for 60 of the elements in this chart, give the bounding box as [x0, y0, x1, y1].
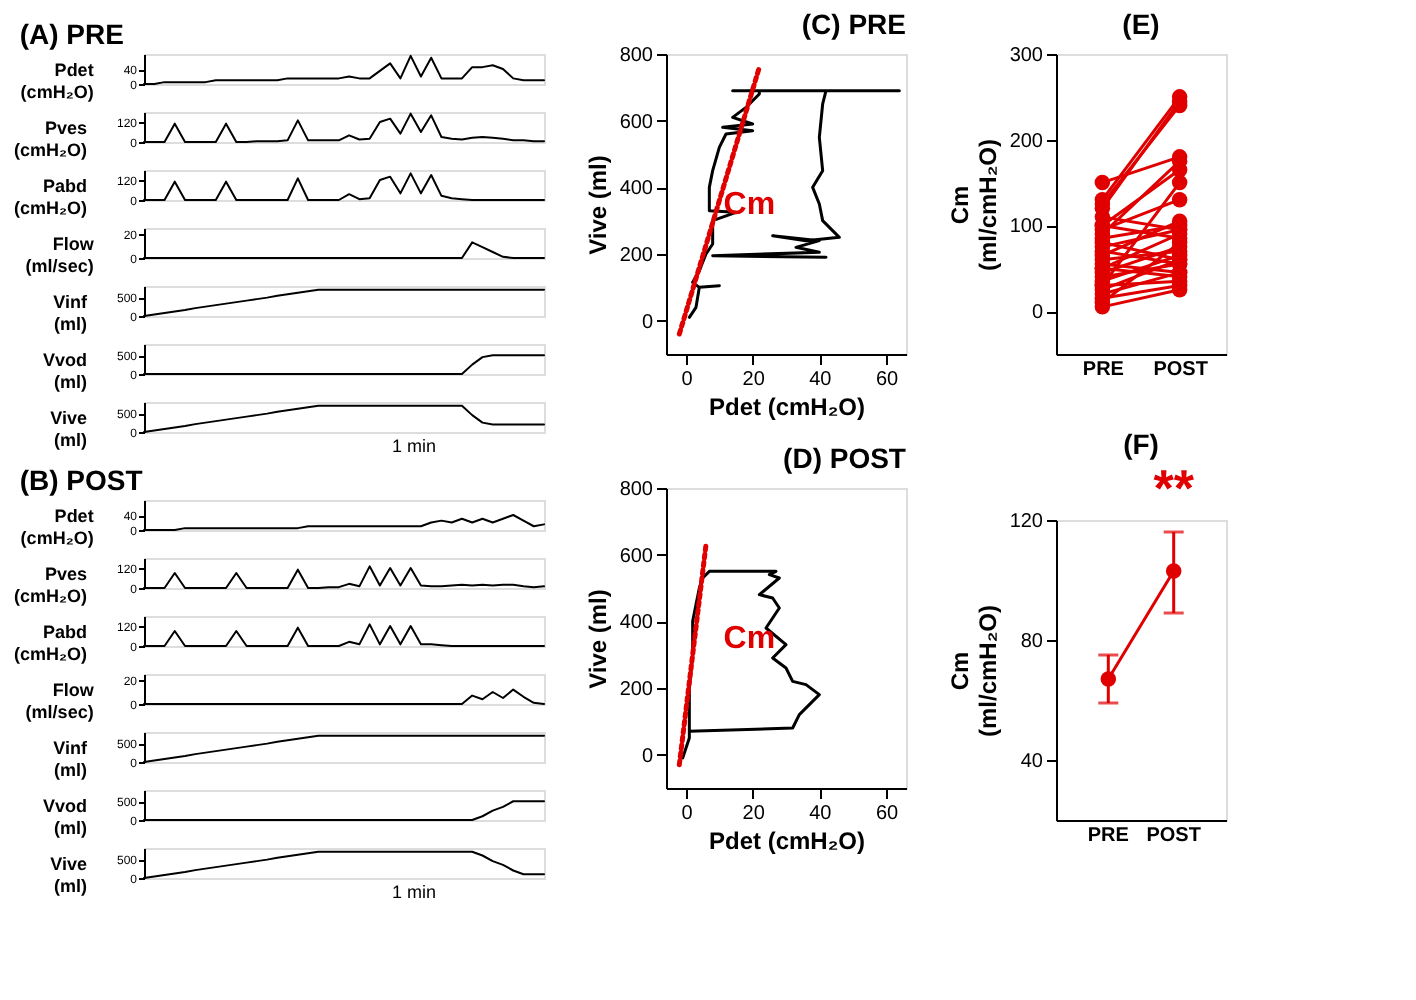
y-axis-title: Vive (ml) [583, 589, 612, 689]
y-axis-title: Cm (ml/cmH₂O) [945, 604, 1002, 738]
y-axis-title: Pdet (cmH₂O) [20, 60, 94, 102]
chart-title: (A) PRE [19, 18, 124, 50]
x-tick-label: 20 [742, 369, 766, 391]
x-tick-label: 0 [681, 369, 694, 391]
y-tick-label: 600 [619, 111, 654, 134]
y-axis-title: Vive (ml) [50, 408, 87, 450]
y-tick-label: 120 [1009, 511, 1044, 533]
y-tick-label: 80 [1020, 631, 1044, 653]
x-tick-label: 40 [809, 369, 833, 391]
y-tick-label: 200 [619, 245, 654, 267]
y-axis-title: Pabd (cmH₂O) [13, 622, 87, 664]
y-tick-label: 400 [619, 612, 654, 635]
y-tick-label: 0 [641, 311, 654, 334]
y-axis-title: Vinf (ml) [53, 738, 89, 780]
text: 1 min [392, 882, 437, 902]
chart-title: (B) POST [19, 464, 144, 496]
y-axis-title: Flow (ml/sec) [25, 234, 96, 276]
y-tick-label: 800 [619, 479, 654, 501]
y-axis-title: Pdet (cmH₂O) [20, 506, 94, 548]
y-tick-label: 100 [1009, 216, 1044, 239]
annotation: Cm [723, 188, 776, 222]
y-tick-label: 600 [619, 545, 654, 568]
y-tick-label: 0 [641, 745, 654, 768]
x-axis-title: Pdet (cmH₂O) [708, 827, 866, 855]
x-tick-label: 40 [809, 803, 833, 825]
y-tick-label: 40 [1020, 751, 1044, 773]
y-tick-label: 400 [619, 178, 654, 201]
y-axis-title: Flow (ml/sec) [25, 680, 96, 722]
x-tick-label: 0 [681, 803, 694, 825]
y-axis-title: Vinf (ml) [53, 292, 89, 334]
chart-title: (D) POST [783, 442, 907, 474]
x-tick-label: 60 [875, 369, 899, 391]
chart-title: (C) PRE [801, 8, 906, 40]
y-tick-label: 0 [1031, 302, 1044, 325]
text: ** [1153, 458, 1196, 518]
chart-title: (F) [1123, 428, 1159, 460]
x-tick-label: 20 [742, 803, 766, 825]
y-tick-label: 800 [619, 45, 654, 67]
x-tick-label: POST [1146, 825, 1201, 847]
chart-title: (E) [1122, 8, 1160, 40]
y-axis-title: Pves (cmH₂O) [13, 118, 87, 160]
y-axis-title: Pabd (cmH₂O) [13, 176, 87, 218]
y-tick-label: 200 [619, 679, 654, 701]
y-tick-label: 200 [1009, 130, 1044, 153]
y-axis-title: Pves (cmH₂O) [13, 564, 87, 606]
y-axis-title: Vive (ml) [50, 854, 87, 896]
x-tick-label: 60 [875, 803, 899, 825]
y-axis-title: Vive (ml) [583, 155, 612, 255]
x-tick-label: PRE [1082, 359, 1125, 381]
y-axis-title: Vvod (ml) [42, 796, 87, 838]
x-tick-label: POST [1153, 359, 1208, 381]
y-tick-label: 300 [1009, 45, 1044, 67]
annotation: Cm [723, 622, 776, 656]
y-axis-title: Vvod (ml) [42, 350, 87, 392]
x-axis-title: Pdet (cmH₂O) [708, 393, 866, 421]
y-axis-title: Cm (ml/cmH₂O) [945, 138, 1002, 272]
text: 1 min [392, 436, 437, 456]
x-tick-label: PRE [1087, 825, 1130, 847]
